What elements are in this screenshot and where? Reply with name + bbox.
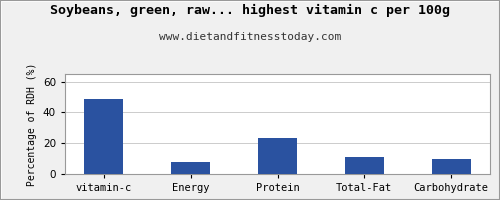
- Text: Soybeans, green, raw... highest vitamin c per 100g: Soybeans, green, raw... highest vitamin …: [50, 4, 450, 17]
- Y-axis label: Percentage of RDH (%): Percentage of RDH (%): [28, 62, 38, 186]
- Bar: [171, 162, 210, 174]
- Bar: [345, 157, 384, 174]
- Bar: [84, 99, 124, 174]
- Bar: [258, 138, 297, 174]
- Bar: [432, 159, 470, 174]
- Text: www.dietandfitnesstoday.com: www.dietandfitnesstoday.com: [159, 32, 341, 42]
